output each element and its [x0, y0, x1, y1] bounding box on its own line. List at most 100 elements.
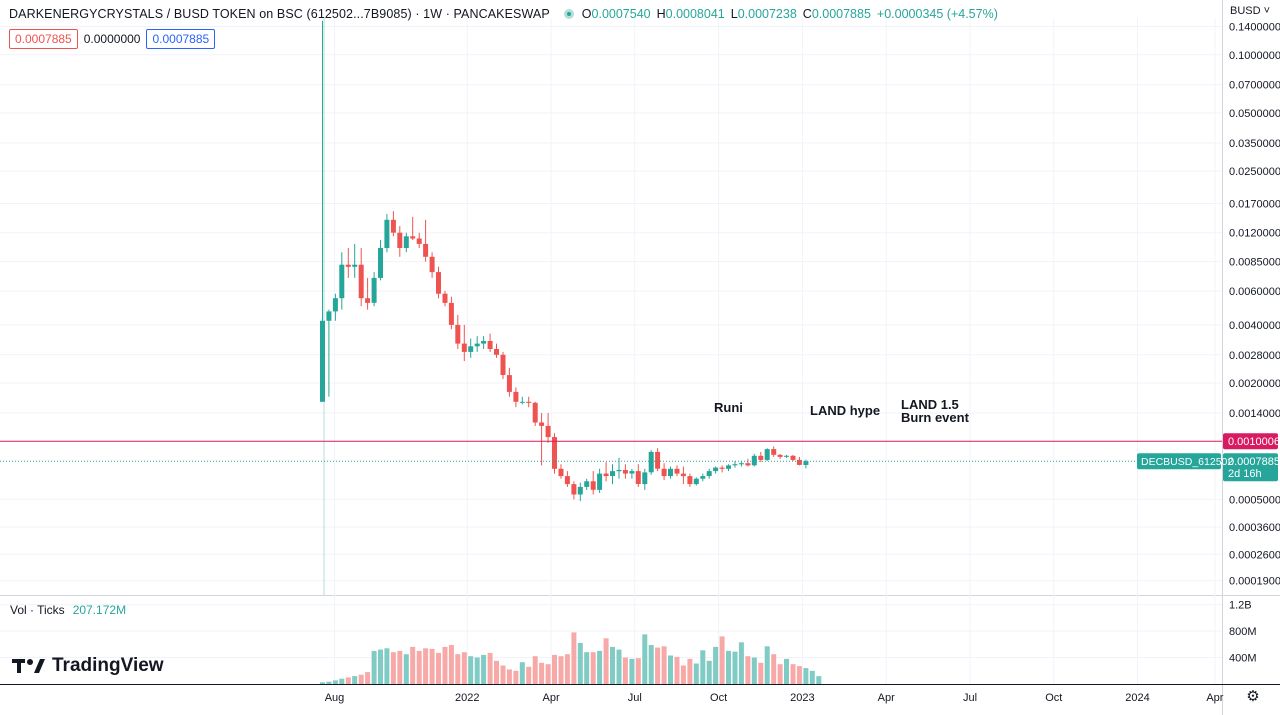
candle-body [687, 476, 693, 485]
low-label: L [730, 7, 738, 21]
time-tick-label: 2024 [1125, 692, 1149, 704]
candle-body [397, 232, 403, 248]
buy-price-button[interactable]: 0.0007885 [146, 29, 216, 49]
horizontal-line-tag [1223, 433, 1278, 450]
time-tick-label: Jul [963, 692, 977, 704]
candle-body [442, 293, 448, 303]
time-tick-label: Aug [325, 692, 345, 704]
volume-bar [448, 645, 454, 684]
volume-bar [429, 648, 435, 684]
candle-body [468, 346, 474, 352]
candle-body [571, 484, 577, 495]
price-tick-label: 0.1400000 [1229, 22, 1280, 34]
candle-body [732, 464, 738, 466]
volume-bar [713, 646, 719, 684]
candle-body [429, 256, 435, 273]
volume-bar [597, 650, 603, 684]
candle-body [680, 473, 686, 477]
volume-bar [552, 654, 557, 684]
candle-body [648, 451, 654, 473]
low-value: 0.0007238 [737, 7, 797, 21]
price-tick-label: 0.0028000 [1229, 350, 1280, 362]
candle-body [455, 324, 461, 344]
open-value: 0.0007540 [591, 7, 651, 21]
volume-bar [693, 663, 699, 684]
candle-body [751, 455, 757, 466]
volume-bar [706, 660, 712, 684]
currency-selector[interactable]: BUSD ˅ [1230, 5, 1271, 17]
candle-body [758, 455, 764, 460]
candle-body [532, 402, 538, 423]
close-label: C [802, 7, 812, 21]
candle-body [481, 341, 487, 344]
candle-body [655, 451, 661, 469]
volume-bar [732, 651, 738, 684]
symbol-title[interactable]: DARKENERGYCRYSTALS / BUSD TOKEN on BSC (… [9, 7, 550, 21]
price-tick-label: 0.0060000 [1229, 286, 1280, 298]
volume-bar [642, 634, 648, 684]
candle-body [416, 238, 422, 244]
time-tick-label: Oct [710, 692, 727, 704]
volume-bar [751, 657, 757, 684]
candle-body [358, 264, 364, 299]
volume-bar [790, 664, 796, 684]
price-tick-label: 0.0700000 [1229, 80, 1280, 92]
volume-bar [771, 654, 777, 684]
volume-bar [442, 646, 448, 684]
volume-bar [339, 678, 345, 684]
candle-body [726, 465, 731, 469]
volume-bar [809, 670, 815, 684]
price-tick-label: 0.0040000 [1229, 320, 1280, 332]
time-tick-label: 2023 [790, 692, 814, 704]
volume-legend[interactable]: Vol · Ticks 207.172M [10, 603, 126, 617]
volume-bar [584, 652, 590, 684]
volume-bar [487, 652, 493, 684]
volume-legend-value: 207.172M [72, 603, 127, 617]
annotation-land-hype[interactable]: LAND hype [810, 403, 881, 418]
time-tick-label: Jul [628, 692, 642, 704]
price-tick-label: 0.0350000 [1229, 138, 1280, 150]
symbol-legend[interactable]: DARKENERGYCRYSTALS / BUSD TOKEN on BSC (… [9, 7, 998, 21]
annotation-burn-event[interactable]: Burn event [901, 410, 969, 425]
volume-bar [352, 676, 358, 684]
high-value: 0.0008041 [665, 7, 725, 21]
volume-bar [616, 649, 622, 684]
volume-bar [397, 650, 403, 684]
candle-body [693, 478, 699, 485]
volume-bar [500, 665, 506, 684]
spread-value: 0.0000000 [83, 30, 141, 48]
volume-bar [674, 656, 680, 684]
candle-body [539, 422, 545, 426]
volume-bar [745, 656, 751, 684]
candle-body [365, 298, 371, 303]
gear-icon[interactable]: ⚙ [1246, 688, 1260, 705]
candle-body [558, 468, 564, 477]
volume-bar [635, 658, 641, 684]
tradingview-logo[interactable]: TradingView [12, 655, 164, 677]
annotation-land-15[interactable]: LAND 1.5 [901, 397, 959, 412]
volume-bar [410, 646, 416, 684]
annotation-runi[interactable]: Runi [714, 400, 743, 415]
candle-body [790, 455, 796, 460]
volume-axis: 1.2B 800M 400M [1229, 600, 1257, 665]
candle-body [494, 349, 499, 355]
candle-body [410, 236, 416, 239]
sell-price-button[interactable]: 0.0007885 [9, 29, 78, 49]
volume-bar [403, 654, 409, 684]
candle-body [745, 463, 751, 466]
volume-bar [378, 649, 383, 684]
volume-bar [655, 647, 661, 684]
volume-bar [506, 669, 512, 684]
market-status-icon[interactable] [563, 9, 574, 19]
volume-bar [816, 676, 822, 684]
volume-bar [365, 672, 371, 684]
volume-bar [423, 648, 429, 684]
volume-bar [345, 677, 351, 684]
candle-body [584, 481, 590, 487]
volume-bar [455, 654, 461, 684]
high-label: H [656, 7, 666, 21]
volume-bar [539, 662, 545, 684]
time-tick-label: Oct [1045, 692, 1062, 704]
